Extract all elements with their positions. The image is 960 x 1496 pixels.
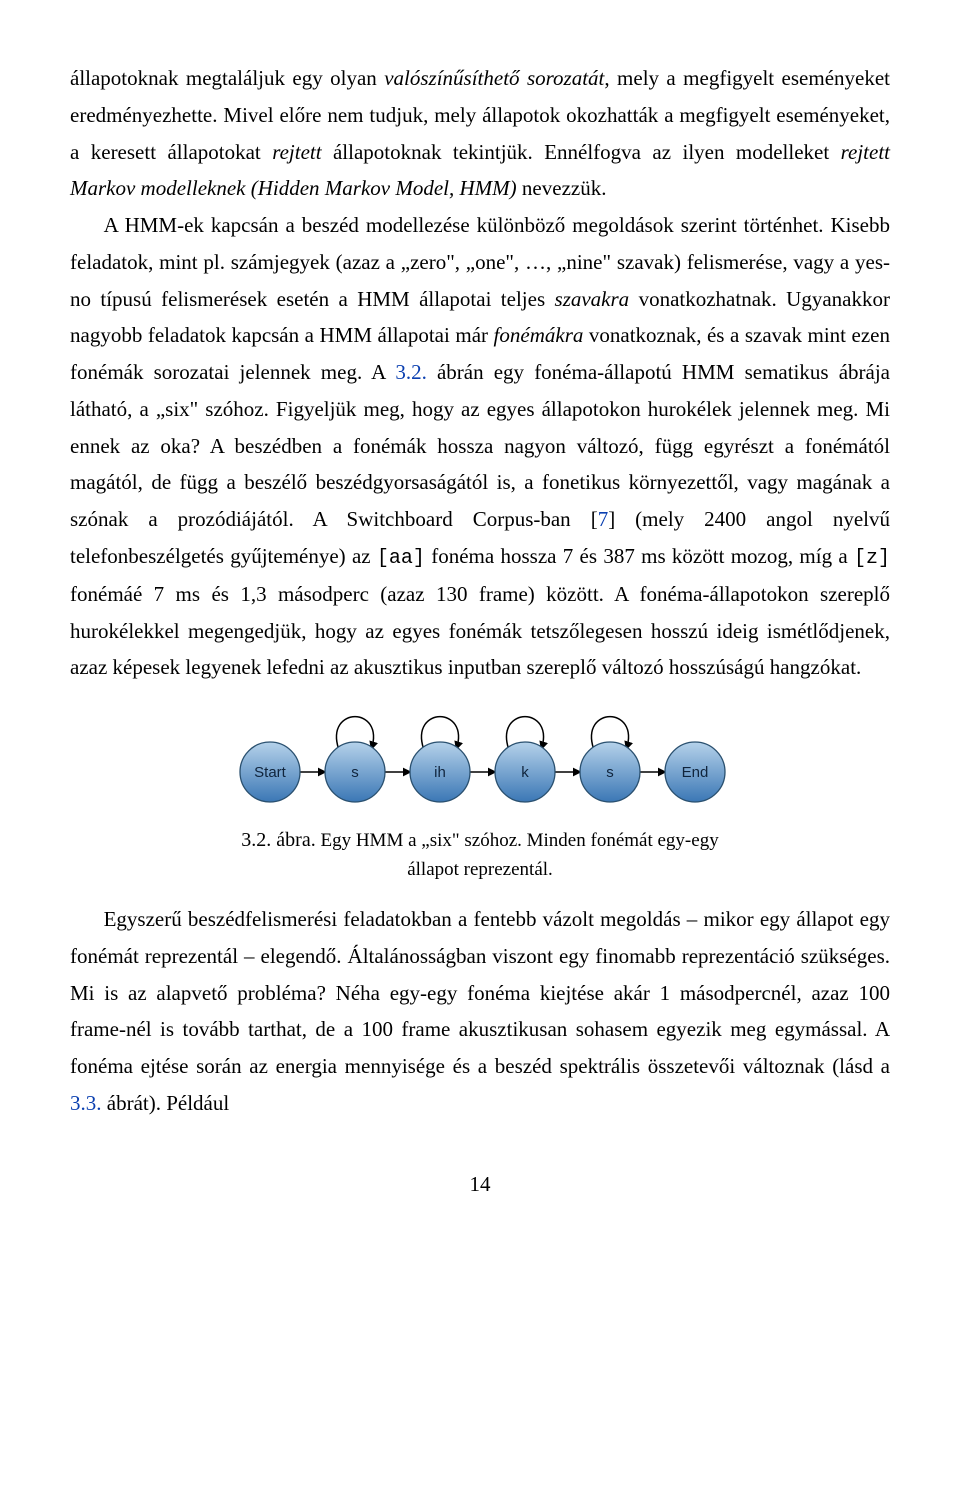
caption-number: 3.2. ábra.: [241, 829, 315, 851]
citation-link[interactable]: 7: [598, 507, 609, 531]
state-node-label: s: [351, 764, 359, 781]
figure-reference-link[interactable]: 3.3.: [70, 1091, 102, 1115]
text: fonéma hossza 7 és 387 ms között mozog, …: [425, 544, 854, 568]
text: állapotoknak tekintjük. Ennélfogva az il…: [322, 140, 841, 164]
text-italic: valószínűsíthető sorozatát: [384, 66, 604, 90]
paragraph-1: állapotoknak megtaláljuk egy olyan valós…: [70, 60, 890, 207]
hmm-state-chain-svg: Start s ih k s End: [220, 714, 740, 814]
text: ábrán egy fonéma-állapotú HMM sematikus …: [70, 360, 890, 531]
state-node-label: ih: [434, 764, 446, 781]
caption-text: állapot reprezentál.: [407, 859, 553, 880]
text: nevezzük.: [517, 176, 607, 200]
code-literal: [z]: [854, 547, 890, 570]
page-number: 14: [70, 1166, 890, 1203]
state-node-label: Start: [254, 764, 287, 781]
caption-text: Egy HMM a „six" szóhoz. Minden fonémát e…: [316, 830, 719, 851]
paragraph-3: Egyszerű beszédfelismerési feladatokban …: [70, 901, 890, 1122]
code-literal: [aa]: [377, 547, 425, 570]
text-italic: rejtett: [272, 140, 321, 164]
paragraph-2: A HMM-ek kapcsán a beszéd modellezése kü…: [70, 207, 890, 686]
state-node-label: End: [682, 764, 709, 781]
text-italic: szavakra: [555, 287, 630, 311]
state-node-label: k: [521, 764, 529, 781]
text: ábrát). Például: [102, 1091, 230, 1115]
text: állapotoknak megtaláljuk egy olyan: [70, 66, 384, 90]
text: Egyszerű beszédfelismerési feladatokban …: [70, 907, 890, 1078]
figure-reference-link[interactable]: 3.2.: [395, 360, 427, 384]
text-italic: fonémákra: [494, 323, 584, 347]
figure-caption: 3.2. ábra. Egy HMM a „six" szóhoz. Minde…: [70, 826, 890, 883]
figure-hmm-diagram: Start s ih k s End: [70, 714, 890, 814]
state-node-label: s: [606, 764, 614, 781]
text: fonémáé 7 ms és 1,3 másodperc (azaz 130 …: [70, 582, 890, 680]
